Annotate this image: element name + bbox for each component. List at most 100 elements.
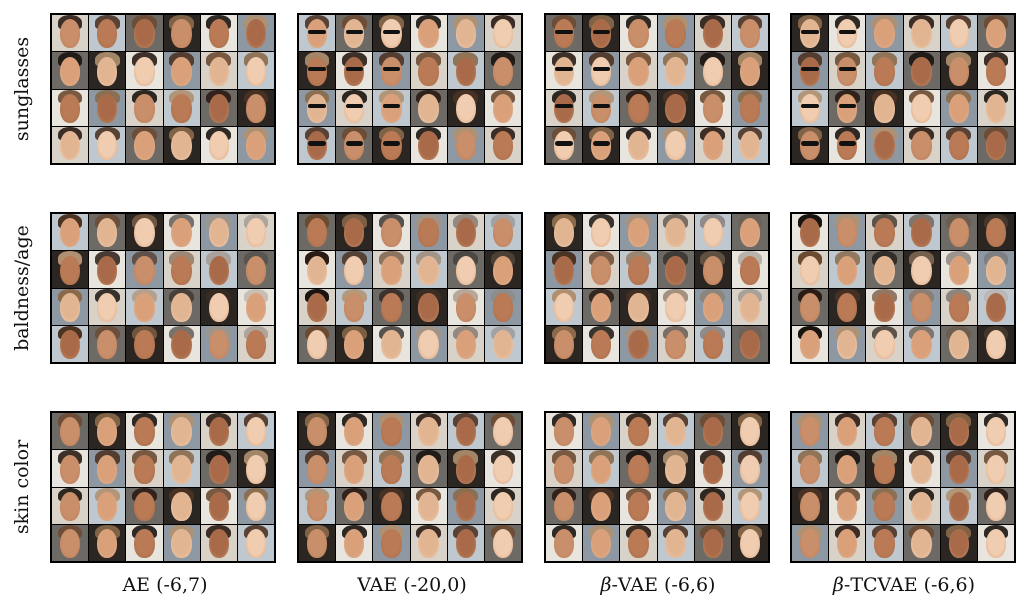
panel-sunglasses-vae [297, 13, 523, 165]
face-thumbnail [373, 15, 410, 52]
face-thumbnail [829, 487, 866, 524]
face-thumbnail [620, 413, 657, 450]
face-thumbnail [89, 413, 126, 450]
sunglasses-icon [801, 66, 819, 72]
face-thumbnail [237, 251, 274, 288]
face-thumbnail [373, 89, 410, 126]
face-thumbnail [373, 251, 410, 288]
sunglasses-icon [801, 104, 819, 109]
face-thumbnail [163, 214, 200, 251]
sunglasses-icon [555, 141, 573, 146]
face-thumbnail [237, 214, 274, 251]
face-thumbnail [620, 126, 657, 163]
face-thumbnail [792, 487, 829, 524]
panel-sunglasses-beta-vae [544, 13, 770, 165]
face-thumbnail [163, 524, 200, 561]
face-thumbnail [126, 487, 163, 524]
face-thumbnail [89, 524, 126, 561]
face-thumbnail [163, 288, 200, 325]
face-thumbnail [410, 325, 447, 362]
face-thumbnail [336, 487, 373, 524]
face-thumbnail [89, 15, 126, 52]
face-thumbnail [829, 126, 866, 163]
face-thumbnail [903, 450, 940, 487]
face-thumbnail [546, 413, 583, 450]
face-thumbnail [447, 52, 484, 89]
face-thumbnail [89, 450, 126, 487]
face-thumbnail [657, 450, 694, 487]
face-thumbnail [792, 89, 829, 126]
face-thumbnail [336, 52, 373, 89]
sunglasses-icon [345, 66, 363, 72]
face-thumbnail [200, 413, 237, 450]
face-thumbnail [237, 126, 274, 163]
face-thumbnail [657, 126, 694, 163]
sunglasses-icon [382, 141, 401, 146]
sunglasses-icon [345, 104, 363, 109]
face-thumbnail [237, 89, 274, 126]
face-thumbnail [829, 524, 866, 561]
face-thumbnail [694, 325, 731, 362]
face-thumbnail [52, 52, 89, 89]
face-thumbnail [52, 15, 89, 52]
face-thumbnail [731, 15, 768, 52]
face-thumbnail [373, 413, 410, 450]
face-thumbnail [694, 214, 731, 251]
face-thumbnail [620, 52, 657, 89]
face-thumbnail [447, 325, 484, 362]
face-thumbnail [829, 450, 866, 487]
face-thumbnail [903, 487, 940, 524]
face-thumbnail [694, 126, 731, 163]
face-thumbnail [694, 251, 731, 288]
face-thumbnail [977, 15, 1014, 52]
face-thumbnail [940, 52, 977, 89]
face-thumbnail [484, 325, 521, 362]
sunglasses-icon [838, 29, 856, 34]
face-thumbnail [299, 325, 336, 362]
face-thumbnail [447, 126, 484, 163]
face-thumbnail [89, 214, 126, 251]
face-thumbnail [484, 487, 521, 524]
face-thumbnail [484, 15, 521, 52]
column-label-text: -VAE (-6,6) [611, 574, 716, 596]
face-thumbnail [866, 15, 903, 52]
face-thumbnail [620, 251, 657, 288]
face-thumbnail [89, 487, 126, 524]
face-thumbnail [694, 413, 731, 450]
face-thumbnail [583, 325, 620, 362]
face-thumbnail [940, 126, 977, 163]
face-thumbnail [299, 126, 336, 163]
face-thumbnail [237, 524, 274, 561]
face-thumbnail [299, 89, 336, 126]
face-thumbnail [792, 126, 829, 163]
face-thumbnail [52, 413, 89, 450]
column-label-ae: AE (-6,7) [55, 574, 275, 600]
face-thumbnail [52, 89, 89, 126]
face-thumbnail [546, 52, 583, 89]
face-thumbnail [620, 15, 657, 52]
face-thumbnail [731, 126, 768, 163]
face-thumbnail [373, 524, 410, 561]
sunglasses-icon [345, 29, 363, 34]
face-thumbnail [829, 251, 866, 288]
face-thumbnail [299, 15, 336, 52]
face-thumbnail [126, 89, 163, 126]
face-thumbnail [657, 15, 694, 52]
face-thumbnail [829, 325, 866, 362]
face-thumbnail [299, 487, 336, 524]
face-thumbnail [583, 15, 620, 52]
face-thumbnail [694, 450, 731, 487]
face-thumbnail [484, 214, 521, 251]
face-thumbnail [163, 251, 200, 288]
face-thumbnail [866, 126, 903, 163]
face-thumbnail [126, 413, 163, 450]
sunglasses-icon [555, 66, 573, 72]
face-thumbnail [89, 251, 126, 288]
column-label-beta-vae: β-VAE (-6,6) [548, 574, 768, 600]
face-thumbnail [620, 89, 657, 126]
face-thumbnail [299, 214, 336, 251]
face-thumbnail [200, 288, 237, 325]
face-thumbnail [410, 126, 447, 163]
face-thumbnail [200, 52, 237, 89]
face-thumbnail [126, 325, 163, 362]
